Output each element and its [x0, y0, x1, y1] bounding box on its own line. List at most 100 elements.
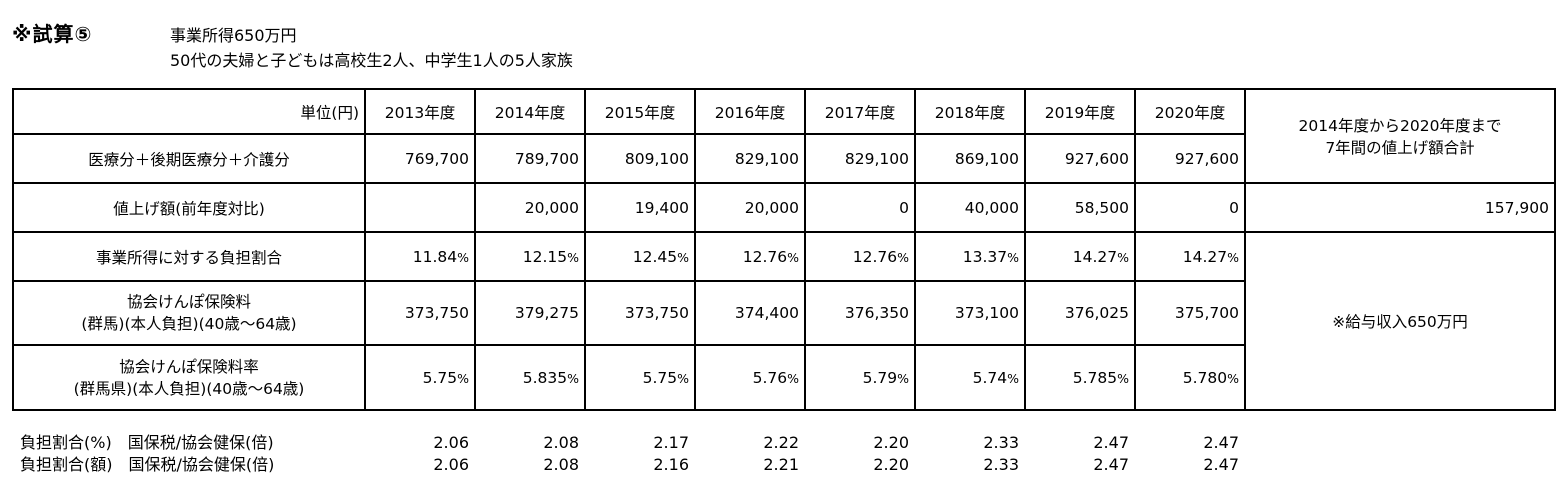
year-header: 2020年度: [1134, 88, 1246, 135]
percent-sign: %: [457, 249, 469, 265]
footer-cell: 2.06: [433, 433, 469, 452]
row-label: 事業所得に対する負担割合: [12, 231, 366, 282]
footer-row: 負担割合(%) 国保税/協会健保(倍) 2.06 2.08 2.17 2.22 …: [12, 432, 1244, 454]
ratio-footer: 負担割合(%) 国保税/協会健保(倍) 2.06 2.08 2.17 2.22 …: [12, 432, 1244, 476]
table-cell: 11.84%: [364, 231, 476, 282]
total-increase-value: 157,900: [1244, 182, 1556, 233]
table-cell: 5.780%: [1134, 344, 1246, 411]
footer-label: 負担割合(額) 国保税/協会健保(倍): [20, 455, 275, 474]
row-label: 医療分＋後期医療分＋介護分: [12, 133, 366, 184]
table-cell: 0: [804, 182, 916, 233]
table-cell: 927,600: [1024, 133, 1136, 184]
percent-sign: %: [787, 370, 799, 386]
year-header: 2018年度: [914, 88, 1026, 135]
percent-sign: %: [457, 370, 469, 386]
table-cell: 927,600: [1134, 133, 1246, 184]
table-cell: 373,100: [914, 280, 1026, 346]
table-row: 医療分＋後期医療分＋介護分 769,700 789,700 809,100 82…: [12, 133, 1555, 184]
percent-value: 5.835: [522, 368, 568, 387]
percent-value: 14.27: [1182, 247, 1228, 266]
footer-cell: 2.22: [763, 433, 799, 452]
table-cell: 20,000: [474, 182, 586, 233]
row-label-line2: (群馬)(本人負担)(40歳～64歳): [81, 315, 297, 333]
percent-value: 12.45: [632, 247, 678, 266]
row-label-line1: 協会けんぽ保険料: [126, 293, 251, 311]
table-cell: 829,100: [694, 133, 806, 184]
row-label: 協会けんぽ保険料率 (群馬県)(本人負担)(40歳～64歳): [12, 344, 366, 411]
table-cell: 14.27%: [1024, 231, 1136, 282]
table-cell: 373,750: [584, 280, 696, 346]
table-cell: 375,700: [1134, 280, 1246, 346]
year-header: 2015年度: [584, 88, 696, 135]
row-label-line2: (群馬県)(本人負担)(40歳～64歳): [73, 379, 305, 398]
footer-row: 負担割合(額) 国保税/協会健保(倍) 2.06 2.08 2.16 2.21 …: [12, 454, 1244, 476]
table-row: 値上げ額(前年度対比) 20,000 19,400 20,000 0 40,00…: [12, 182, 1556, 233]
table-cell: 5.75%: [584, 344, 696, 411]
percent-sign: %: [897, 249, 909, 265]
percent-sign: %: [567, 249, 579, 265]
percent-sign: %: [1117, 370, 1129, 386]
footer-cell: 2.16: [653, 455, 689, 474]
header-income: 事業所得650万円: [170, 26, 297, 45]
table-cell: 374,400: [694, 280, 806, 346]
table-cell: 5.785%: [1024, 344, 1136, 411]
percent-value: 5.75: [422, 368, 458, 387]
table-cell: 373,750: [364, 280, 476, 346]
table-cell: 5.74%: [914, 344, 1026, 411]
year-header: 2014年度: [474, 88, 586, 135]
percent-value: 11.84: [412, 247, 458, 266]
row-label-line1: 協会けんぽ保険料率: [119, 357, 259, 376]
year-header: 2019年度: [1024, 88, 1136, 135]
year-header: 2016年度: [694, 88, 806, 135]
footer-cell: 2.21: [763, 455, 799, 474]
footer-cell: 2.08: [543, 433, 579, 452]
table-cell: 769,700: [364, 133, 476, 184]
table-row: 協会けんぽ保険料 (群馬)(本人負担)(40歳～64歳) 373,750 379…: [12, 280, 1555, 346]
year-header-row: 単位(円) 2013年度 2014年度 2015年度 2016年度 2017年度…: [12, 88, 1556, 184]
percent-value: 12.15: [522, 247, 568, 266]
footer-cell: 2.08: [543, 455, 579, 474]
footer-cell: 2.17: [653, 433, 689, 452]
table-cell: 829,100: [804, 133, 916, 184]
table-cell: 376,350: [804, 280, 916, 346]
table-cell: 376,025: [1024, 280, 1136, 346]
table-cell: 20,000: [694, 182, 806, 233]
percent-sign: %: [567, 370, 579, 386]
table-row: 事業所得に対する負担割合 11.84% 12.15% 12.45% 12.76%…: [12, 231, 1556, 411]
percent-sign: %: [787, 249, 799, 265]
table-cell: 12.45%: [584, 231, 696, 282]
percent-value: 5.780: [1182, 368, 1228, 387]
year-header: 2013年度: [364, 88, 476, 135]
percent-sign: %: [1007, 249, 1019, 265]
table-cell: 869,100: [914, 133, 1026, 184]
table-cell: 58,500: [1024, 182, 1136, 233]
percent-value: 13.37: [962, 247, 1008, 266]
footer-label: 負担割合(%) 国保税/協会健保(倍): [20, 433, 274, 452]
table-cell: [364, 182, 476, 233]
table-row: 協会けんぽ保険料率 (群馬県)(本人負担)(40歳～64歳) 5.75% 5.8…: [12, 344, 1555, 411]
footer-cell: 2.20: [873, 433, 909, 452]
footer-cell: 2.47: [1203, 455, 1239, 474]
table-cell: 0: [1134, 182, 1246, 233]
percent-value: 5.79: [862, 368, 898, 387]
table-cell: 13.37%: [914, 231, 1026, 282]
percent-value: 12.76: [852, 247, 898, 266]
year-header: 2017年度: [804, 88, 916, 135]
footer-cell: 2.33: [983, 455, 1019, 474]
footer-cell: 2.33: [983, 433, 1019, 452]
table-cell: 40,000: [914, 182, 1026, 233]
footer-cell: 2.06: [433, 455, 469, 474]
table-cell: 809,100: [584, 133, 696, 184]
percent-value: 5.785: [1072, 368, 1118, 387]
percent-value: 14.27: [1072, 247, 1118, 266]
table-cell: 14.27%: [1134, 231, 1246, 282]
percent-value: 12.76: [742, 247, 788, 266]
table-cell: 5.76%: [694, 344, 806, 411]
percent-value: 5.75: [642, 368, 678, 387]
percent-sign: %: [1227, 370, 1239, 386]
footer-cell: 2.47: [1093, 455, 1129, 474]
table-cell: 12.76%: [694, 231, 806, 282]
percent-value: 5.76: [752, 368, 788, 387]
percent-sign: %: [677, 249, 689, 265]
unit-label: 単位(円): [12, 88, 366, 135]
